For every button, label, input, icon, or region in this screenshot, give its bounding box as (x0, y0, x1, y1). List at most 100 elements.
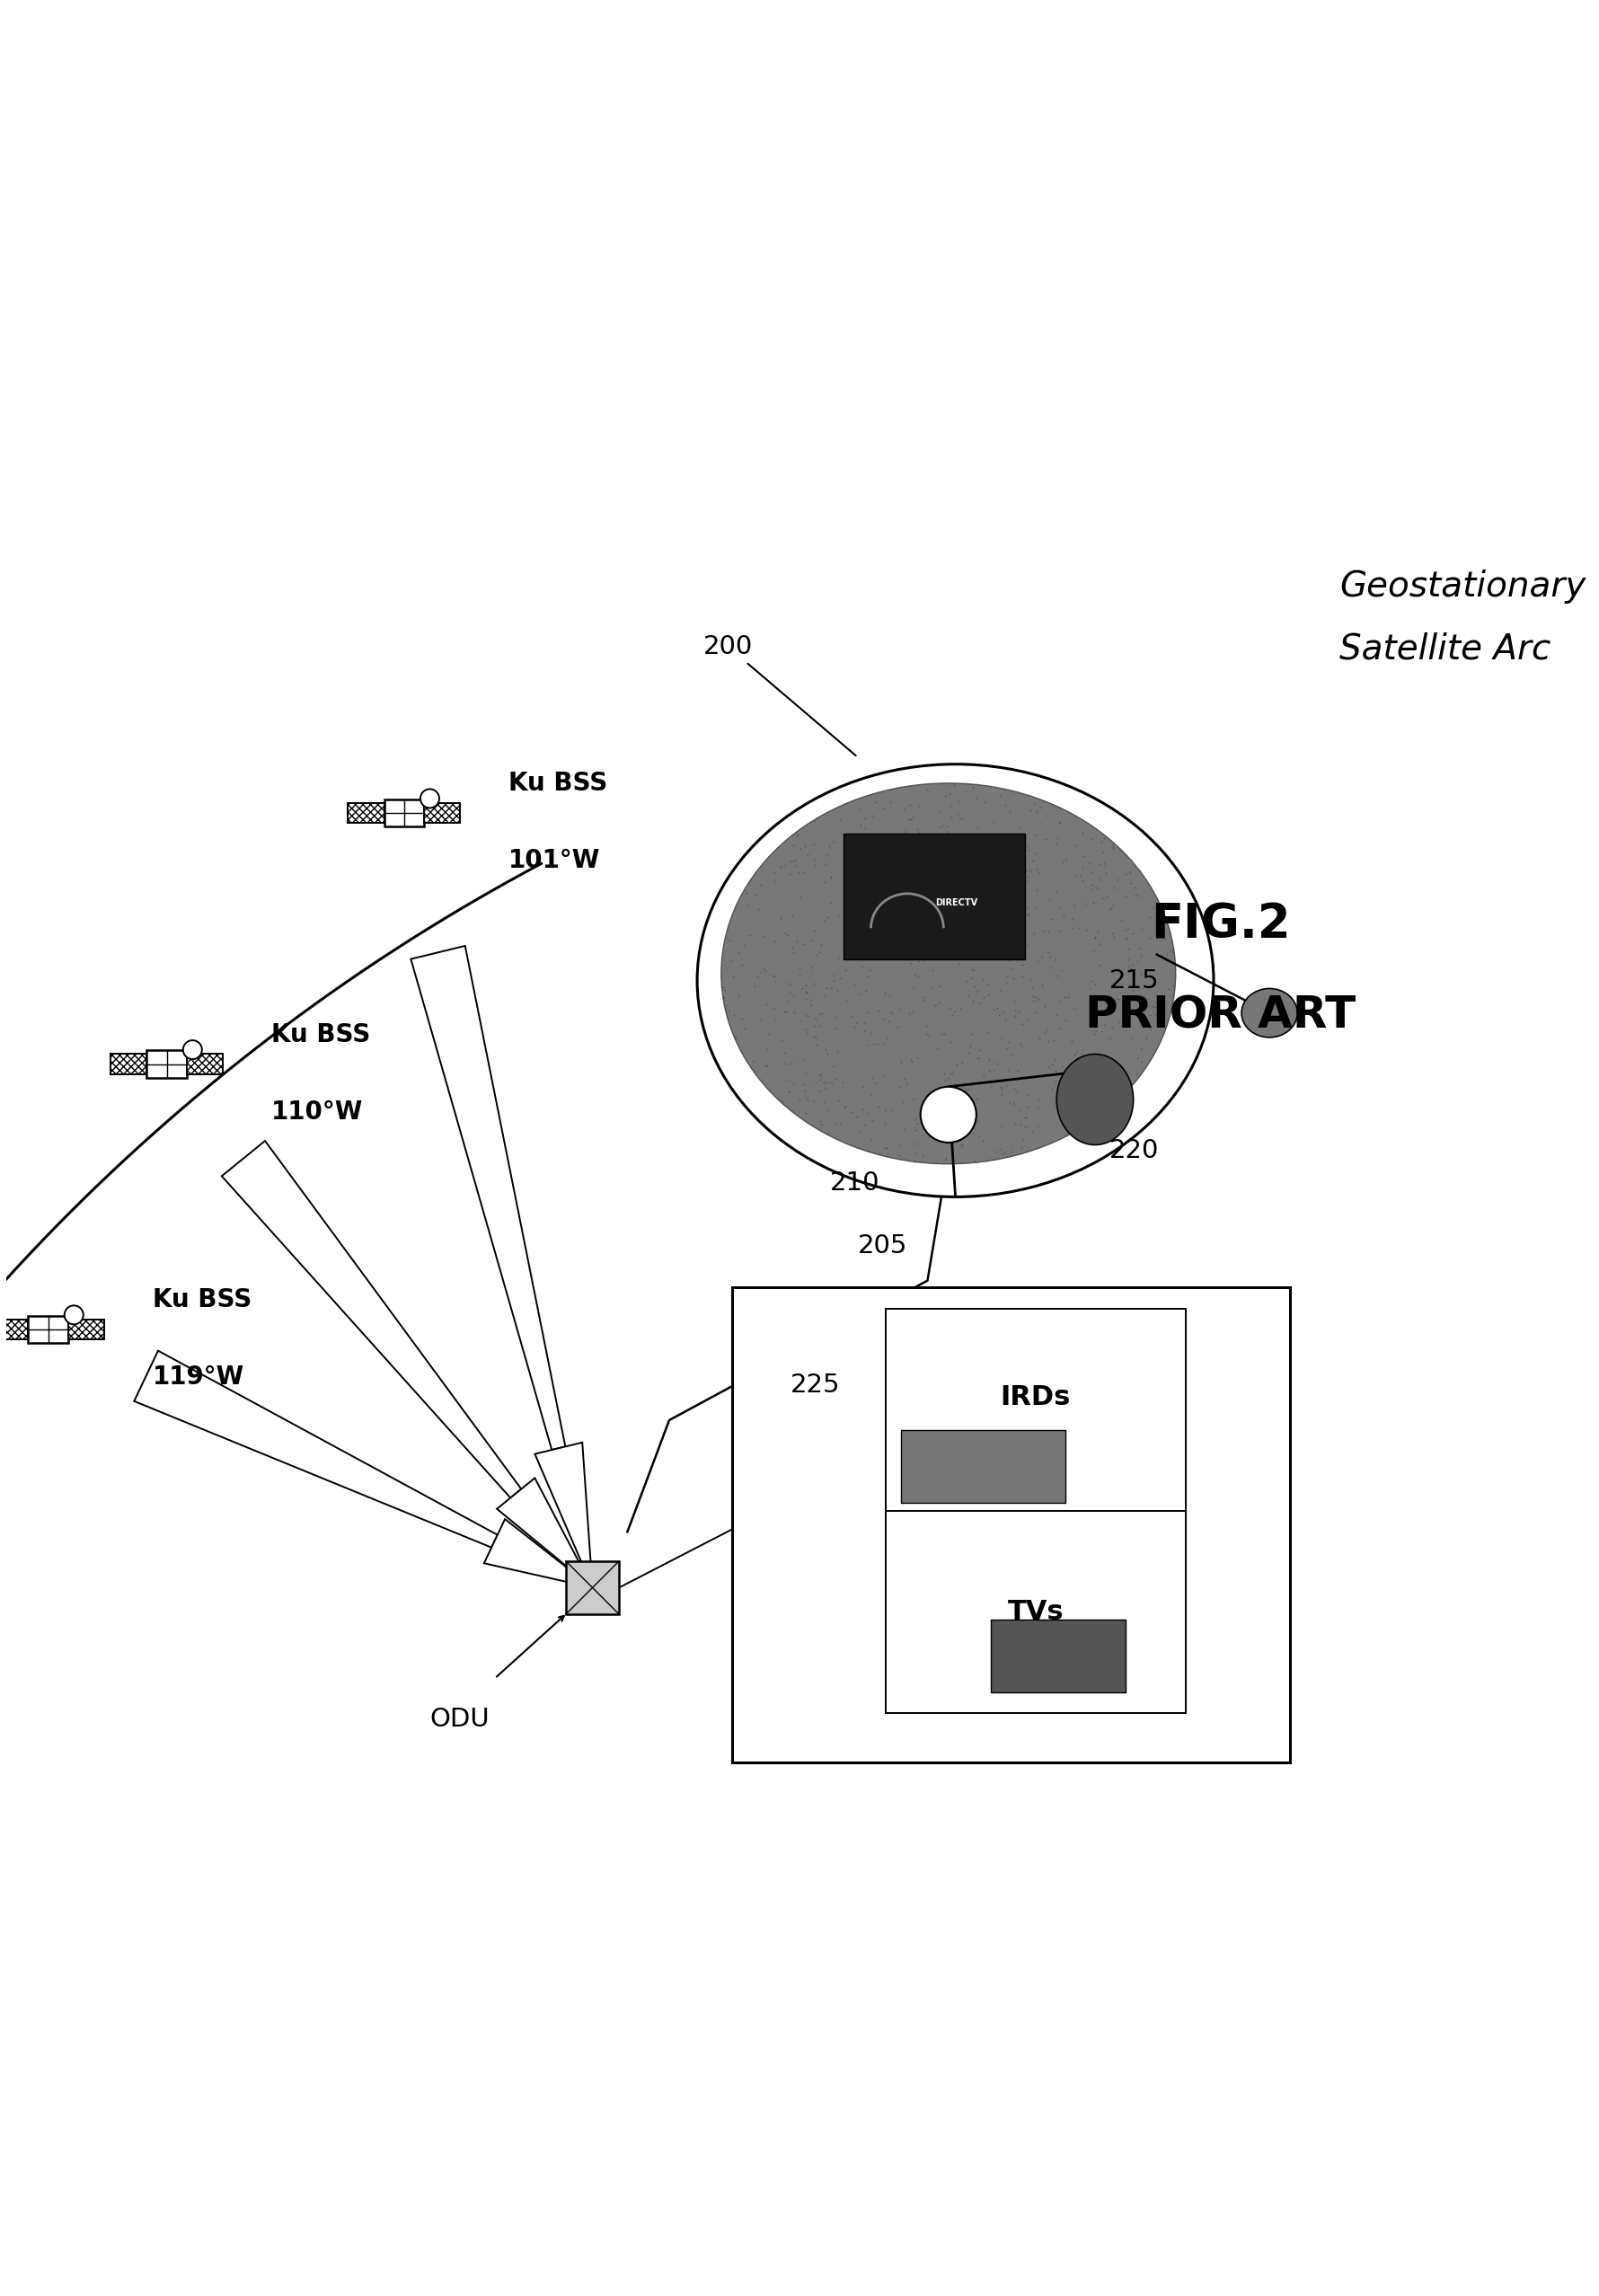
Text: Ku BSS: Ku BSS (154, 1288, 251, 1313)
Point (1035, 797, 1060, 833)
Point (953, 774, 979, 810)
Point (1036, 882, 1062, 918)
Point (779, 843, 804, 879)
Point (1116, 930, 1142, 967)
Point (943, 877, 969, 914)
Point (715, 948, 740, 985)
Point (1070, 1031, 1095, 1068)
Point (1079, 962, 1105, 999)
Point (926, 985, 951, 1022)
Text: Ku BSS: Ku BSS (272, 1022, 371, 1047)
Point (900, 799, 926, 836)
Point (913, 1008, 939, 1045)
Point (892, 813, 918, 850)
Point (854, 974, 879, 1010)
Point (1079, 866, 1105, 902)
Text: 110°W: 110°W (272, 1100, 363, 1125)
Point (937, 859, 963, 895)
Point (793, 1095, 819, 1132)
Point (787, 1081, 812, 1118)
Point (1113, 912, 1138, 948)
Point (838, 1093, 863, 1130)
Point (854, 1095, 879, 1132)
Point (924, 1118, 950, 1155)
Point (852, 914, 878, 951)
Point (852, 1107, 878, 1143)
Point (879, 994, 905, 1031)
Point (987, 996, 1012, 1033)
Point (792, 1065, 817, 1102)
Point (812, 976, 838, 1013)
Point (902, 1100, 927, 1137)
Point (964, 921, 990, 957)
Point (793, 980, 819, 1017)
Point (871, 1093, 897, 1130)
Point (841, 1008, 867, 1045)
Point (1014, 877, 1039, 914)
Point (999, 951, 1025, 987)
Point (1122, 868, 1148, 905)
Point (1025, 1109, 1051, 1146)
Point (849, 1091, 875, 1127)
Point (710, 969, 736, 1006)
Point (1087, 845, 1113, 882)
Point (846, 976, 871, 1013)
Point (1012, 1109, 1038, 1146)
Point (1046, 912, 1071, 948)
Point (993, 964, 1019, 1001)
Point (795, 1081, 820, 1118)
Point (873, 843, 899, 879)
Point (919, 969, 945, 1006)
Point (889, 1084, 915, 1120)
Point (873, 1130, 899, 1166)
Point (934, 1097, 959, 1134)
Point (937, 776, 963, 813)
Point (817, 1065, 843, 1102)
Point (1134, 1019, 1159, 1056)
Point (1135, 969, 1161, 1006)
Point (995, 1024, 1020, 1061)
Point (1113, 921, 1138, 957)
Point (815, 1093, 841, 1130)
Point (721, 996, 747, 1033)
Point (857, 953, 883, 990)
Point (1014, 928, 1039, 964)
Point (823, 1061, 849, 1097)
Bar (886, 1309, 1186, 1511)
Point (803, 937, 828, 974)
Point (964, 1079, 990, 1116)
Point (1092, 847, 1118, 884)
Point (983, 859, 1009, 895)
Point (780, 1065, 806, 1102)
Point (793, 1010, 819, 1047)
Point (1097, 891, 1122, 928)
Point (777, 1047, 803, 1084)
Point (1076, 971, 1102, 1008)
Point (959, 960, 985, 996)
Point (1003, 1104, 1028, 1141)
Point (995, 838, 1020, 875)
Point (788, 879, 814, 916)
Point (1027, 1019, 1052, 1056)
Point (867, 1088, 892, 1125)
Point (937, 990, 963, 1026)
Point (729, 946, 755, 983)
Circle shape (64, 1306, 83, 1325)
Point (990, 939, 1015, 976)
Point (1044, 820, 1070, 856)
Point (1049, 1047, 1075, 1084)
Point (1025, 1081, 1051, 1118)
Point (948, 990, 974, 1026)
Point (1159, 934, 1185, 971)
Point (1054, 1116, 1079, 1153)
Point (768, 850, 793, 886)
Point (1118, 1008, 1143, 1045)
Point (967, 985, 993, 1022)
Point (1031, 1013, 1057, 1049)
Point (870, 1058, 895, 1095)
Point (918, 902, 943, 939)
Point (963, 1141, 988, 1178)
Point (1027, 854, 1052, 891)
Point (763, 1001, 788, 1038)
Point (1051, 898, 1076, 934)
